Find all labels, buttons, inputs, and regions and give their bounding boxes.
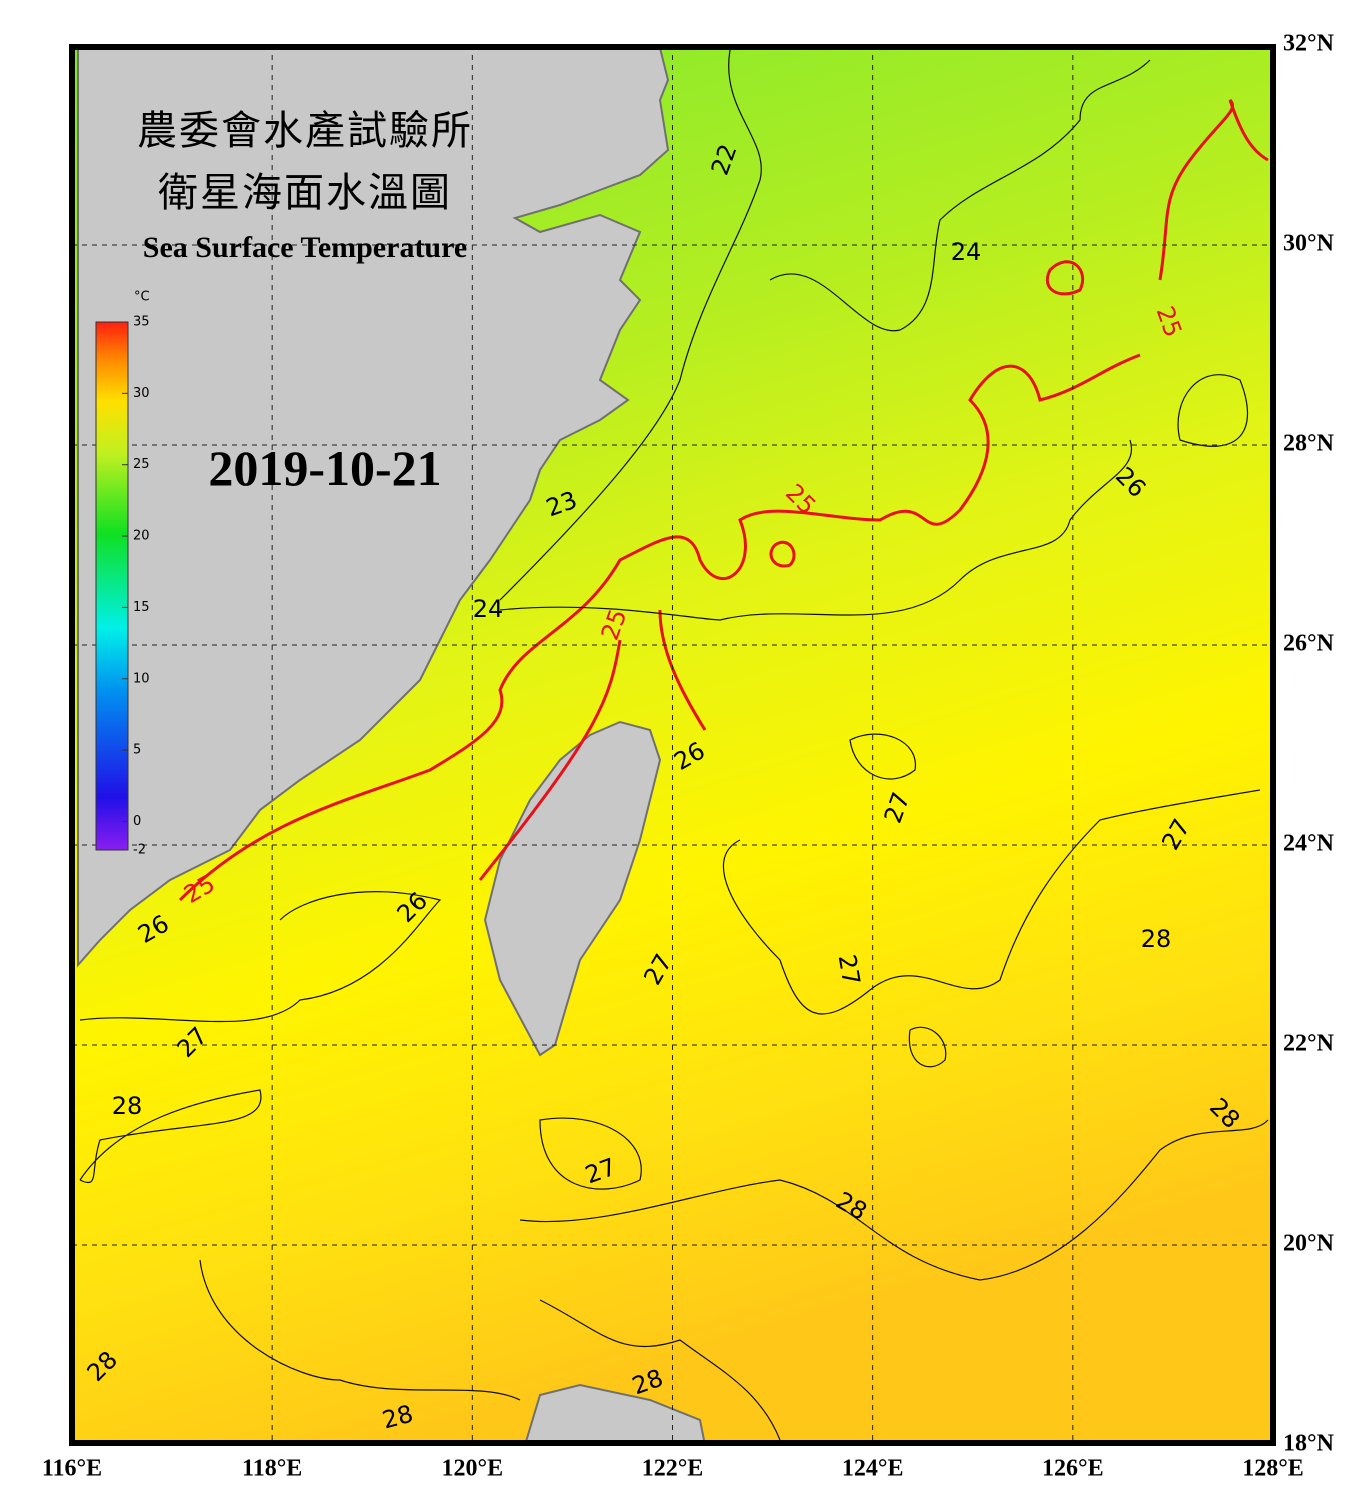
colorbar-tick-label: 5 <box>133 743 141 758</box>
lat-tick-label: 28°N <box>1283 431 1335 457</box>
contour-label: 24 <box>473 595 504 623</box>
lat-tick-label: 30°N <box>1283 231 1335 257</box>
lon-tick-label: 124°E <box>842 1456 904 1482</box>
colorbar-tick-label: 0 <box>133 814 141 829</box>
colorbar-tick-label: 20 <box>133 529 150 544</box>
lat-tick-label: 18°N <box>1283 1431 1335 1457</box>
lon-tick-label: 118°E <box>242 1456 302 1482</box>
title-line: 農委會水產試驗所 <box>137 108 473 154</box>
lat-tick-label: 20°N <box>1283 1231 1335 1257</box>
lon-tick-label: 120°E <box>442 1456 504 1482</box>
contour-label: 27 <box>833 952 866 987</box>
map-frame <box>69 44 1276 1446</box>
colorbar-tick-label: 15 <box>133 600 150 615</box>
contour-label: 28 <box>112 1092 143 1120</box>
lat-tick-label: 24°N <box>1283 831 1335 857</box>
lat-tick-label: 26°N <box>1283 631 1335 657</box>
colorbar-tick-label: 35 <box>133 315 150 330</box>
lon-tick-label: 128°E <box>1242 1456 1304 1482</box>
lat-tick-label: 22°N <box>1283 1031 1335 1057</box>
colorbar-unit: °C <box>134 290 150 305</box>
title-line: 衛星海面水溫圖 <box>158 170 452 216</box>
colorbar-tick-label: -2 <box>133 843 146 858</box>
contour-lines <box>79 49 1269 1441</box>
colorbar <box>95 321 129 851</box>
date: 2019-10-21 <box>208 440 441 496</box>
lon-tick-label: 116°E <box>42 1456 102 1482</box>
subtitle: Sea Surface Temperature <box>143 231 467 264</box>
lon-tick-label: 122°E <box>642 1456 704 1482</box>
contour-25 <box>178 98 1269 902</box>
lat-tick-label: 32°N <box>1283 31 1335 57</box>
colorbar-tick-label: 30 <box>133 386 150 401</box>
mainland-china <box>77 48 670 968</box>
colorbar-tick-label: 10 <box>133 671 150 686</box>
luzon <box>524 1383 706 1442</box>
colorbar-tick-label: 25 <box>133 457 150 472</box>
contour-label: 28 <box>1141 925 1172 953</box>
lon-tick-label: 126°E <box>1042 1456 1104 1482</box>
contour-label: 24 <box>951 238 982 266</box>
